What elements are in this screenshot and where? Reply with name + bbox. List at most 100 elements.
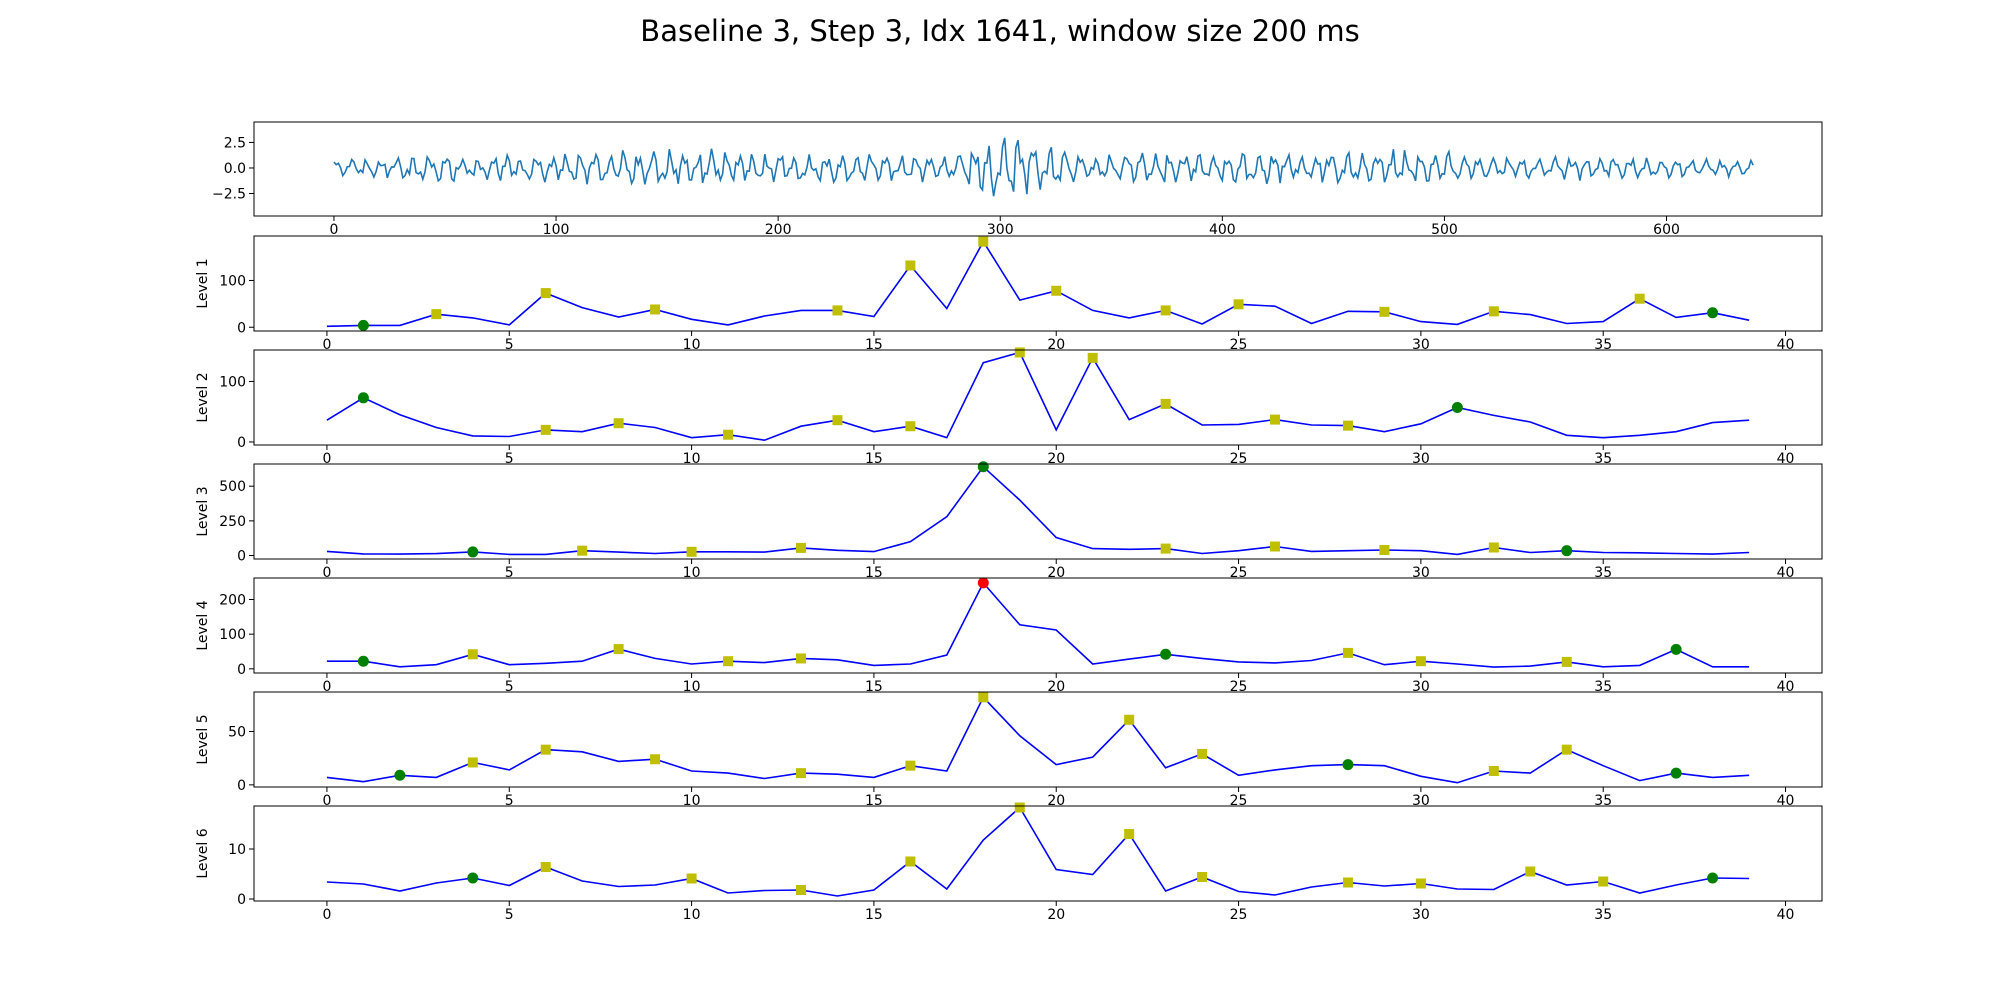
y-tick-label: 0 (237, 892, 246, 908)
green-dot-marker (467, 872, 479, 884)
x-tick-label: 10 (683, 337, 701, 353)
yellow-square-marker (540, 744, 551, 755)
y-tick-label: 100 (219, 374, 246, 390)
yellow-square-marker (905, 856, 916, 867)
green-dot-marker (1160, 648, 1172, 660)
yellow-square-marker (1415, 656, 1426, 667)
series-line (326, 465, 1750, 556)
x-tick-label: 0 (322, 679, 331, 695)
series-line (326, 240, 1750, 328)
y-tick-label: 250 (219, 514, 246, 530)
axes-frame (253, 463, 1823, 560)
axes-frame (253, 577, 1823, 674)
x-tick-label: 5 (505, 337, 514, 353)
x-tick-label: 100 (543, 222, 570, 238)
yellow-square-marker (905, 421, 916, 432)
yellow-square-marker (1160, 543, 1171, 554)
yellow-square-marker (540, 424, 551, 435)
x-tick-label: 5 (505, 451, 514, 467)
y-axis-label: Level 1 (195, 258, 211, 308)
yellow-square-marker (723, 656, 734, 667)
yellow-square-marker (613, 644, 624, 655)
x-tick-label: 25 (1230, 337, 1248, 353)
x-tick-label: 5 (505, 679, 514, 695)
yellow-square-marker (1270, 541, 1281, 552)
green-dot-marker (357, 655, 369, 667)
yellow-square-marker (723, 429, 734, 440)
axes-frame (253, 691, 1823, 788)
yellow-square-marker (1342, 420, 1353, 431)
yellow-square-marker (1415, 878, 1426, 889)
green-dot-marker (1707, 872, 1719, 884)
signal-panel: 0 100 200 300 400 500 600 2.5 0.0 −2.5 (212, 121, 1823, 238)
series-line (326, 351, 1750, 442)
x-tick-label: 25 (1230, 679, 1248, 695)
yellow-square-marker (795, 653, 806, 664)
yellow-square-marker (1561, 656, 1572, 667)
green-dot-marker (1707, 307, 1719, 319)
x-tick-label: 20 (1047, 793, 1065, 809)
x-tick-label: 5 (505, 793, 514, 809)
level-panel-1: 0 5 10 15 20 25 30 35 40 0 100 Level 1 (195, 235, 1823, 353)
x-tick-label: 400 (1209, 222, 1236, 238)
yellow-square-marker (1087, 352, 1098, 363)
yellow-square-marker (1525, 866, 1536, 877)
x-tick-label: 5 (505, 565, 514, 581)
yellow-square-marker (795, 768, 806, 779)
x-tick-label: 10 (683, 907, 701, 923)
x-tick-label: 20 (1047, 907, 1065, 923)
yellow-square-marker (650, 754, 661, 765)
x-tick-label: 40 (1777, 793, 1795, 809)
x-tick-label: 35 (1594, 451, 1612, 467)
y-axis-label: Level 4 (195, 600, 211, 650)
yellow-square-marker (978, 692, 989, 703)
yellow-square-marker (467, 649, 478, 660)
y-tick-label: 2.5 (224, 135, 246, 151)
yellow-square-marker (1379, 544, 1390, 555)
x-tick-label: 25 (1230, 907, 1248, 923)
yellow-square-marker (1124, 829, 1135, 839)
x-tick-label: 30 (1412, 907, 1430, 923)
yellow-square-marker (905, 260, 916, 271)
green-dot-marker (1561, 545, 1573, 557)
yellow-square-marker (1197, 748, 1208, 759)
x-tick-label: 30 (1412, 565, 1430, 581)
axes-frame (253, 235, 1823, 332)
y-tick-label: 0.0 (224, 161, 246, 177)
yellow-square-marker (1233, 299, 1244, 310)
yellow-square-marker (1488, 765, 1499, 776)
yellow-square-marker (1270, 414, 1281, 425)
x-tick-label: 25 (1230, 451, 1248, 467)
series-line (326, 581, 1750, 668)
x-tick-label: 40 (1777, 337, 1795, 353)
yellow-square-marker (1342, 877, 1353, 888)
green-dot-marker (467, 546, 479, 558)
y-tick-label: 0 (237, 662, 246, 678)
y-axis-label: Level 6 (195, 828, 211, 878)
x-tick-label: 10 (683, 565, 701, 581)
axes-frame (253, 349, 1823, 446)
yellow-square-marker (1160, 398, 1171, 409)
x-tick-label: 35 (1594, 907, 1612, 923)
x-tick-label: 5 (505, 907, 514, 923)
green-dot-marker (1342, 759, 1354, 771)
yellow-square-marker (1014, 802, 1025, 813)
yellow-square-marker (1160, 305, 1171, 316)
x-tick-label: 10 (683, 793, 701, 809)
level-panel-3: 0 5 10 15 20 25 30 35 40 0 250 500 Level 3 (195, 461, 1823, 581)
x-tick-label: 0 (322, 565, 331, 581)
x-tick-label: 300 (987, 222, 1014, 238)
x-tick-label: 40 (1777, 907, 1795, 923)
yellow-square-marker (1598, 876, 1609, 887)
x-tick-label: 15 (865, 337, 883, 353)
x-tick-label: 35 (1594, 793, 1612, 809)
x-tick-label: 35 (1594, 337, 1612, 353)
yellow-square-marker (1197, 872, 1208, 882)
x-tick-label: 15 (865, 679, 883, 695)
yellow-square-marker (467, 757, 478, 768)
y-axis-label: Level 3 (195, 486, 211, 536)
signal-line (333, 137, 1754, 197)
yellow-square-marker (686, 873, 697, 884)
yellow-square-marker (1561, 744, 1572, 755)
